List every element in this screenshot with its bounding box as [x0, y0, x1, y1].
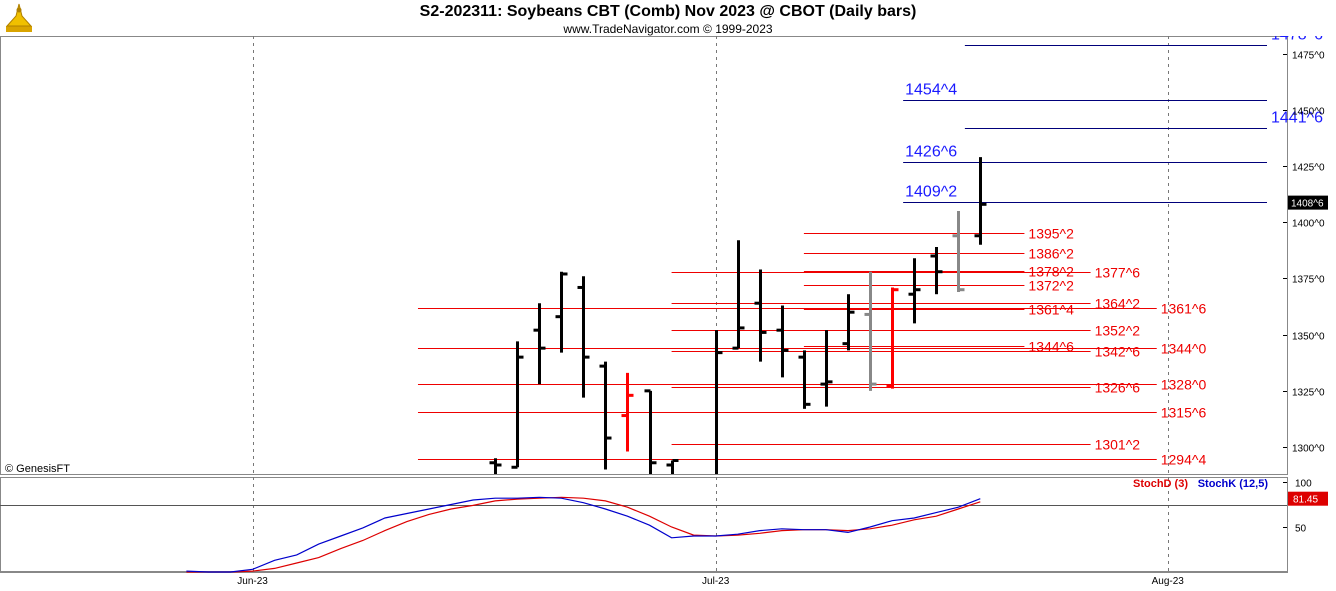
stochastic-value-label: 81.45 [1293, 495, 1318, 506]
ohlc-bar [715, 330, 723, 474]
red-level-label: 1294^4 [1161, 452, 1207, 468]
chart-subtitle: www.TradeNavigator.com © 1999-2023 [563, 22, 773, 36]
stochastic-series-line [186, 496, 981, 573]
red-level-label: 1344^0 [1161, 341, 1207, 357]
price-bars [489, 157, 987, 474]
title-bar: S2-202311: Soybeans CBT (Comb) Nov 2023 … [0, 0, 1336, 36]
red-level-label: 1361^4 [1028, 302, 1074, 318]
ohlc-bar [930, 247, 943, 295]
ohlc-bar [621, 372, 634, 452]
ohlc-bar [533, 303, 546, 385]
stochastic-series-line [186, 496, 981, 573]
red-levels: 1395^2 1386^2 1378^2 1377^6 1372^2 1364^2 1361… [417, 226, 1207, 468]
price-tick-label: 1300^0 [1292, 444, 1325, 455]
ohlc-bar [732, 240, 745, 350]
last-price-badge [1288, 195, 1328, 210]
red-level-label: 1352^2 [1095, 323, 1141, 339]
month-label: Aug-23 [1152, 576, 1185, 587]
ohlc-bar [577, 276, 590, 398]
ohlc-bar [798, 350, 811, 409]
price-tick-label: 1350^0 [1292, 332, 1325, 343]
red-level-label: 1378^2 [1028, 264, 1074, 280]
ohlc-bar [644, 389, 657, 474]
ohlc-bar [974, 157, 987, 245]
stochastic-legend: StochD (3) StochK (12,5) [1133, 478, 1268, 490]
stochastic-tick-label: 50 [1295, 524, 1307, 535]
trade-navigator-logo-icon [4, 2, 34, 34]
red-level-label: 1361^6 [1161, 301, 1207, 317]
ohlc-bar [666, 459, 679, 474]
red-level-label: 1328^0 [1161, 377, 1207, 393]
ohlc-bar [599, 361, 612, 470]
stochastic-panel [0, 477, 1288, 573]
blue-level-label: 1441^6 [1271, 110, 1323, 127]
ohlc-bar [776, 305, 789, 378]
price-tick-label: 1375^0 [1292, 275, 1325, 286]
time-axis: Jun-23 Jul-23 Aug-23 [237, 576, 1184, 587]
red-level-label: 1372^2 [1028, 278, 1074, 294]
price-axis: 1300^0 1325^0 1350^0 1375^0 1400^0 1425^0 1450… [1283, 51, 1328, 455]
blue-level-label: 1409^2 [905, 184, 957, 201]
stochastic-tick-label: 100 [1295, 479, 1312, 490]
stochastic-axis: 50 100 81.45 [1283, 479, 1328, 535]
red-level-label: 1342^6 [1095, 344, 1141, 360]
price-tick-label: 1425^0 [1292, 163, 1325, 174]
ohlc-bar [489, 458, 502, 474]
ohlc-bar [754, 269, 767, 362]
ohlc-bar [842, 294, 855, 351]
blue-level-label: 1454^4 [905, 82, 957, 99]
price-tick-label: 1450^0 [1292, 107, 1325, 118]
ohlc-bar [820, 330, 833, 407]
genesis-watermark: © GenesisFT [5, 463, 70, 475]
month-label: Jun-23 [237, 576, 268, 587]
stochastic-value-badge [1288, 491, 1328, 506]
stochD-legend: StochD (3) [1133, 478, 1188, 490]
ohlc-bar [908, 258, 921, 324]
blue-level-label: 1478^6 [1271, 36, 1323, 44]
price-tick-label: 1400^0 [1292, 219, 1325, 230]
red-level-label: 1364^2 [1095, 296, 1141, 312]
red-level-label: 1395^2 [1028, 226, 1074, 242]
red-level-label: 1344^6 [1028, 339, 1074, 355]
ohlc-bar [511, 341, 524, 469]
red-level-label: 1301^2 [1095, 437, 1141, 453]
chart-canvas: 1395^2 1386^2 1378^2 1377^6 1372^2 1364^2 1361… [0, 36, 1328, 587]
blue-levels: 1478^6 1454^4 1441^6 1426^6 1409^2 [903, 36, 1323, 203]
red-level-label: 1377^6 [1095, 265, 1141, 281]
month-label: Jul-23 [702, 576, 730, 587]
price-tick-label: 1325^0 [1292, 388, 1325, 399]
chart-title: S2-202311: Soybeans CBT (Comb) Nov 2023 … [419, 3, 917, 20]
price-panel [0, 36, 1288, 475]
price-tick-label: 1475^0 [1292, 51, 1325, 62]
ohlc-bar [555, 271, 568, 353]
ohlc-bar [864, 271, 877, 391]
red-level-label: 1326^6 [1095, 380, 1141, 396]
stochK-legend: StochK (12,5) [1198, 478, 1269, 490]
stochastic-lines [0, 496, 1287, 573]
red-level-label: 1315^6 [1161, 405, 1207, 421]
last-price-label: 1408^6 [1291, 199, 1324, 210]
ohlc-bar [952, 211, 965, 292]
red-level-label: 1386^2 [1028, 246, 1074, 262]
ohlc-bar [886, 287, 899, 389]
blue-level-label: 1426^6 [905, 144, 957, 161]
